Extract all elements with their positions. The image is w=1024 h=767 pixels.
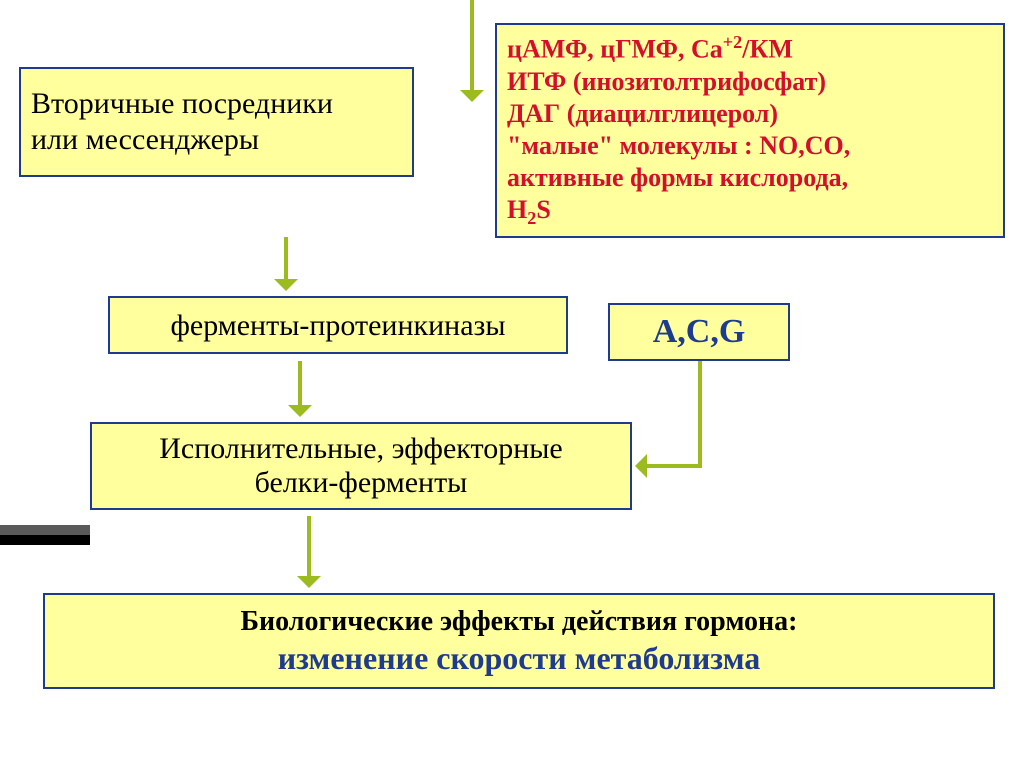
arrow-acg-to-effectors <box>0 0 1024 767</box>
